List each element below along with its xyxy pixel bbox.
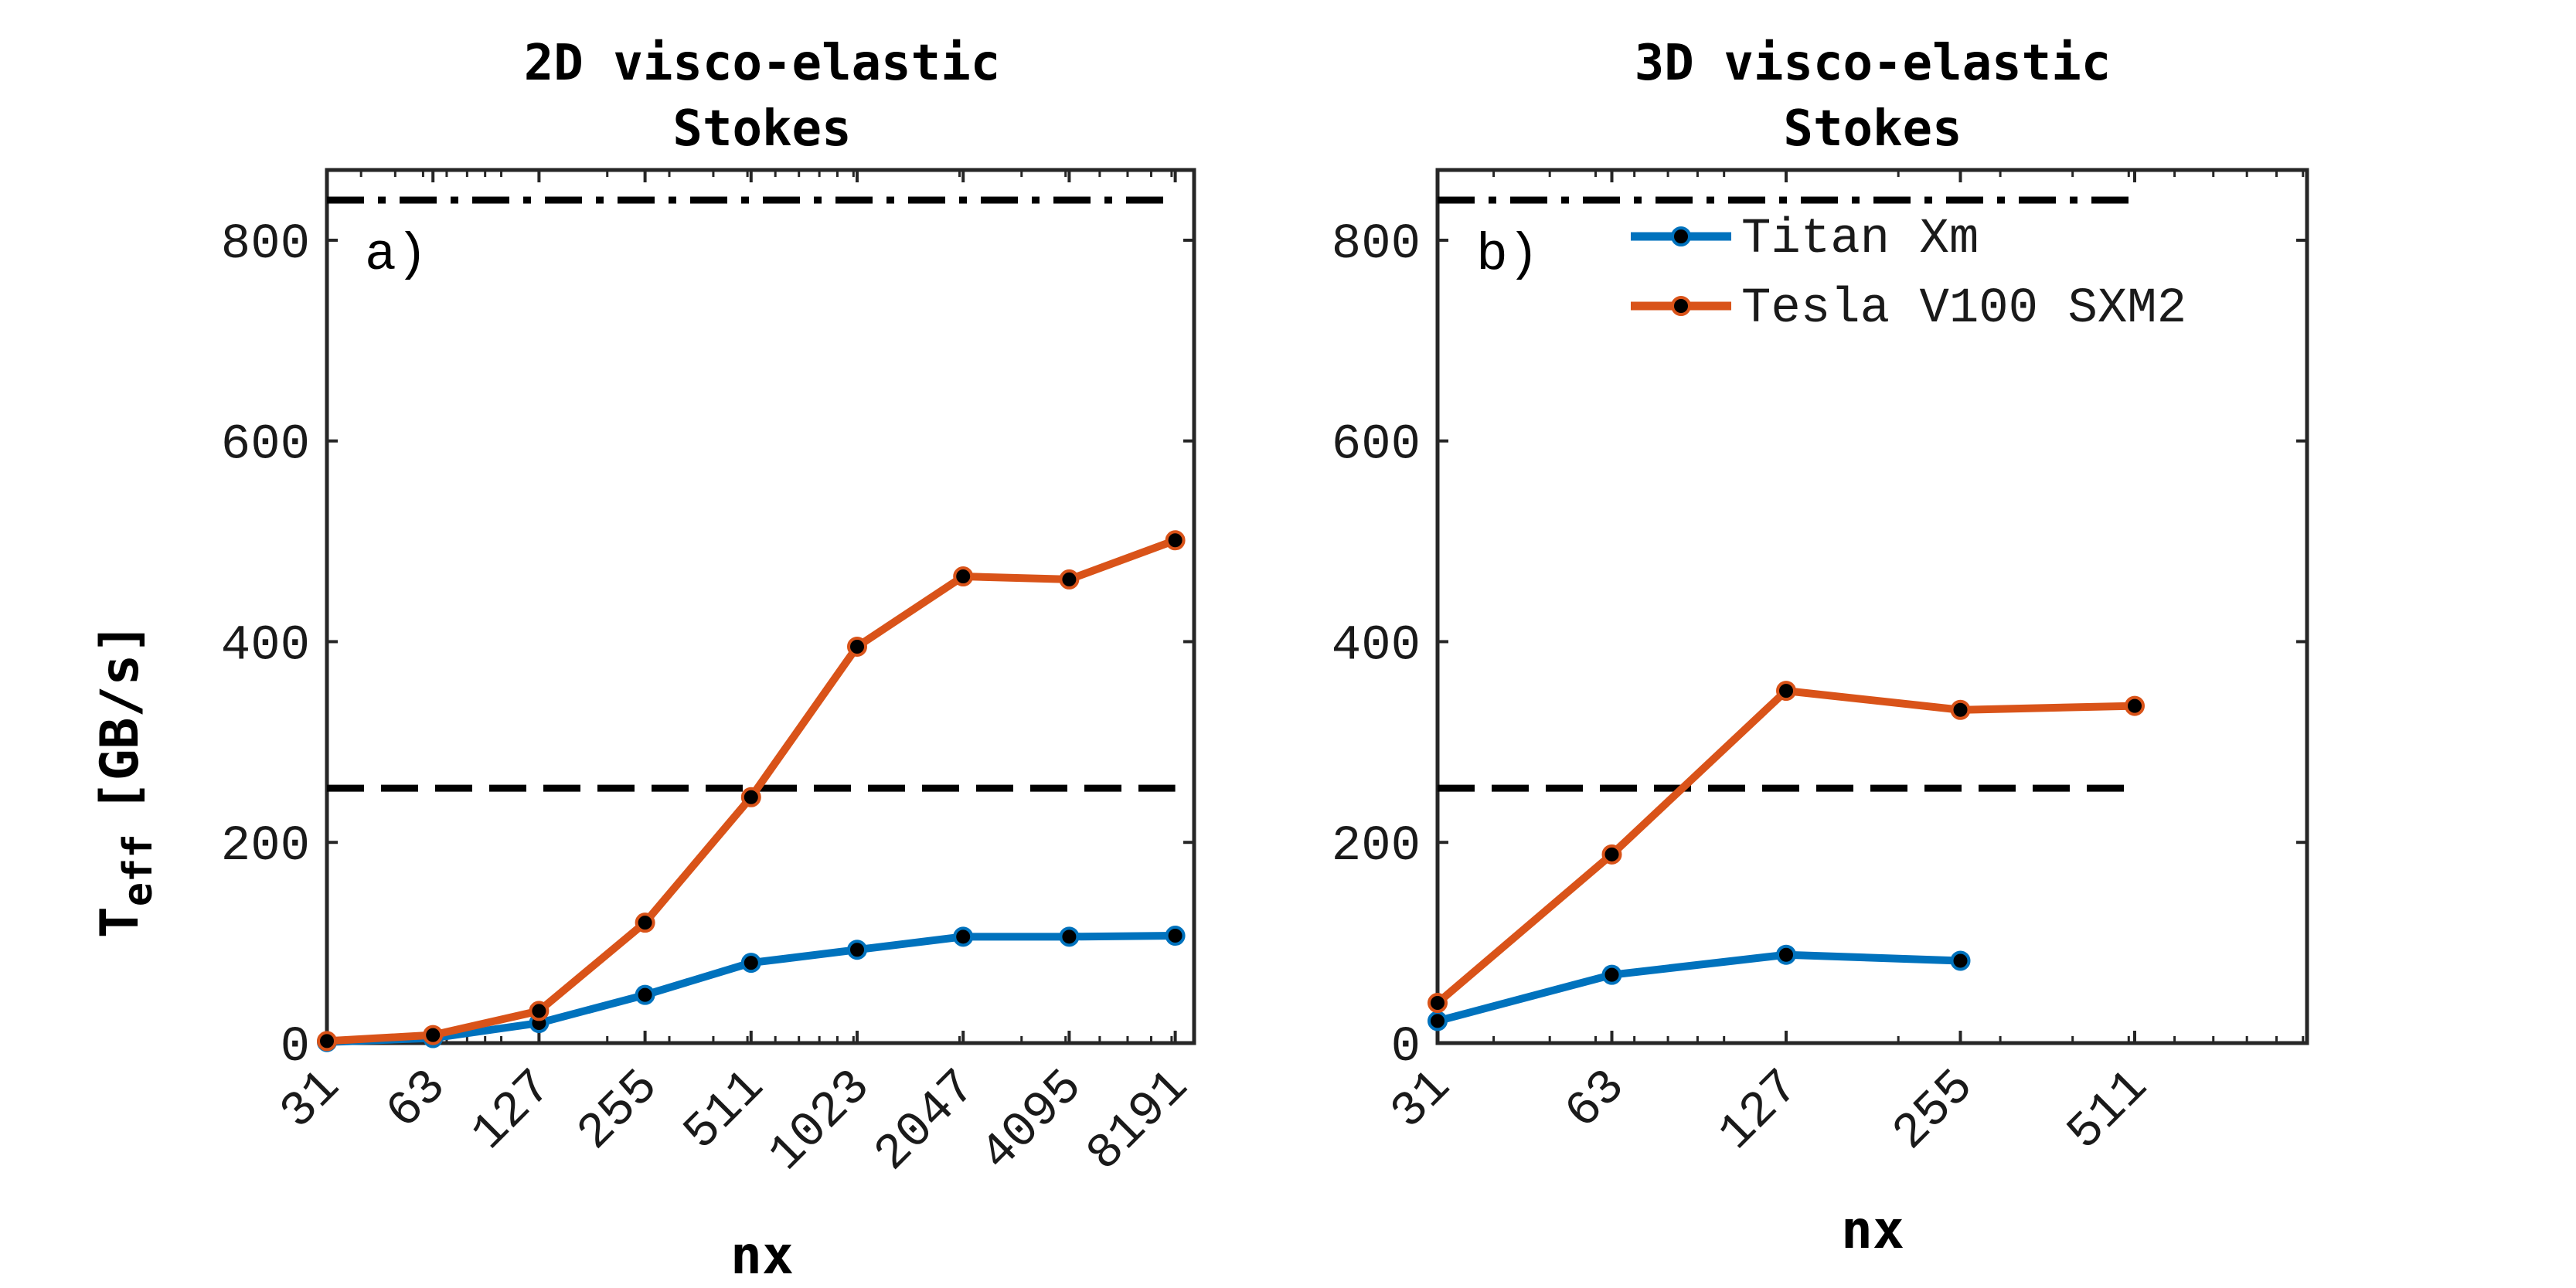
data-point <box>2125 695 2145 716</box>
series-line-titan-xm <box>1436 950 1961 1025</box>
y-axis-label-subscript: eff <box>115 834 162 906</box>
y-tick-label: 200 <box>221 819 310 875</box>
data-point <box>635 912 655 933</box>
axes-box <box>1435 168 2309 1045</box>
chart-title-line1: 3D visco-elastic <box>1635 35 2112 92</box>
data-point <box>423 1025 444 1045</box>
data-point <box>740 953 761 974</box>
legend-label-titan: Titan Xm <box>1741 212 1979 267</box>
y-axis-label: Teff [GB/s] <box>90 623 162 939</box>
data-point <box>1059 926 1080 947</box>
y-tick-label: 400 <box>221 618 310 674</box>
x-axis-label: nx <box>730 1225 794 1286</box>
data-point <box>1776 681 1796 702</box>
data-point <box>529 1001 550 1021</box>
panel-label-a: a) <box>365 226 428 285</box>
data-point <box>317 1031 337 1052</box>
y-axis-label-unit: [GB/s] <box>90 623 151 813</box>
axes-box <box>325 168 1196 1045</box>
chart-title-line2: Stokes <box>1783 100 1962 158</box>
y-tick-label: 600 <box>1332 418 1421 474</box>
data-point <box>1950 699 1971 720</box>
y-tick-label: 0 <box>1391 1020 1421 1076</box>
data-point <box>1776 944 1796 965</box>
data-point <box>1165 530 1186 551</box>
data-point <box>1428 1011 1448 1031</box>
y-tick-label: 800 <box>221 217 310 273</box>
chart-title-line2: Stokes <box>672 100 851 158</box>
y-tick-label: 400 <box>1332 618 1421 674</box>
data-point <box>1428 993 1448 1014</box>
data-point <box>953 566 974 587</box>
legend-marker-titan <box>1671 226 1691 246</box>
data-point <box>1165 926 1186 946</box>
legend-marker-tesla <box>1671 296 1691 316</box>
data-point <box>1601 844 1622 865</box>
legend-label-tesla: Tesla V100 SXM2 <box>1741 281 2186 337</box>
data-point <box>1950 950 1971 971</box>
y-tick-label: 0 <box>281 1020 310 1076</box>
data-point <box>1601 964 1622 985</box>
data-point <box>847 940 867 960</box>
data-point <box>953 926 974 947</box>
panel-label-b: b) <box>1476 226 1540 285</box>
y-axis-label-main: T <box>90 906 151 938</box>
y-tick-label: 200 <box>1332 819 1421 875</box>
legend: Titan Xm Tesla V100 SXM2 <box>1631 212 2186 337</box>
data-point <box>1059 569 1080 590</box>
data-point <box>740 787 761 807</box>
data-point <box>847 636 867 657</box>
y-tick-label: 600 <box>221 418 310 474</box>
x-axis-label: nx <box>1841 1200 1904 1261</box>
svg-text:Teff[GB/s]: Teff [GB/s] <box>90 623 162 939</box>
y-tick-label: 800 <box>1332 217 1421 273</box>
chart-title-line1: 2D visco-elastic <box>524 35 1001 92</box>
data-point <box>635 984 655 1005</box>
